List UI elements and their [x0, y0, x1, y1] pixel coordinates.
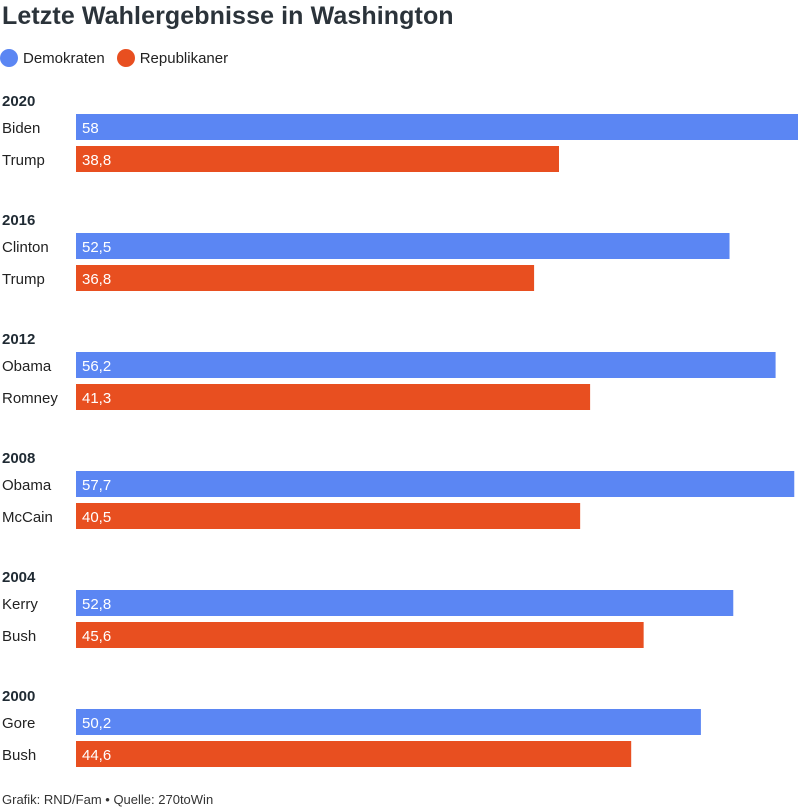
bar-2020-republicans [76, 146, 559, 172]
year-label-2020: 2020 [2, 93, 35, 110]
legend-swatch-republicans [116, 49, 135, 67]
year-label-2004: 2004 [2, 569, 36, 586]
candidate-label: Gore [2, 715, 35, 732]
bar-value-label: 52,5 [82, 239, 111, 256]
legend: Demokraten Republikaner [0, 49, 240, 67]
bar-2004-democrats [76, 590, 734, 616]
bar-value-label: 36,8 [82, 271, 111, 288]
legend-item-republicans: Republikaner [116, 49, 229, 67]
legend-label-democrats: Demokraten [23, 49, 105, 67]
chart-footer: Grafik: RND/Fam • Quelle: 270toWin [2, 792, 214, 807]
candidate-label: Bush [2, 628, 36, 645]
legend-swatch-democrats [0, 49, 18, 67]
year-label-2012: 2012 [2, 331, 35, 348]
bar-value-label: 40,5 [82, 509, 111, 526]
bar-value-label: 56,2 [82, 358, 111, 375]
bar-2000-republicans [76, 741, 632, 767]
year-label-2000: 2000 [2, 688, 35, 705]
bar-value-label: 41,3 [82, 390, 111, 407]
bar-2016-democrats [76, 233, 730, 259]
bar-2016-republicans [76, 265, 535, 291]
bar-2000-democrats [76, 709, 701, 735]
candidate-label: Trump [2, 271, 45, 288]
candidate-label: Kerry [2, 596, 38, 613]
chart-title: Letzte Wahlergebnisse in Washington [2, 2, 454, 30]
bar-value-label: 45,6 [82, 628, 111, 645]
bar-value-label: 58 [82, 120, 99, 137]
bar-2012-democrats [76, 352, 776, 378]
bar-2008-republicans [76, 503, 581, 529]
bar-value-label: 44,6 [82, 747, 111, 764]
bar-2004-republicans [76, 622, 644, 648]
candidate-label: Obama [2, 477, 52, 494]
bar-2020-democrats [76, 114, 798, 140]
candidate-label: Obama [2, 358, 52, 375]
candidate-label: Bush [2, 747, 36, 764]
bar-value-label: 57,7 [82, 477, 111, 494]
candidate-label: Biden [2, 120, 40, 137]
bar-value-label: 50,2 [82, 715, 111, 732]
bar-value-label: 38,8 [82, 152, 111, 169]
year-label-2016: 2016 [2, 212, 35, 229]
legend-item-democrats: Demokraten [0, 49, 105, 67]
candidate-label: Trump [2, 152, 45, 169]
candidate-label: Clinton [2, 239, 49, 256]
candidate-label: Romney [2, 390, 58, 407]
bar-value-label: 52,8 [82, 596, 111, 613]
bar-2008-democrats [76, 471, 795, 497]
bar-2012-republicans [76, 384, 591, 410]
legend-label-republicans: Republikaner [139, 49, 229, 67]
year-label-2008: 2008 [2, 450, 35, 467]
candidate-label: McCain [2, 509, 53, 526]
